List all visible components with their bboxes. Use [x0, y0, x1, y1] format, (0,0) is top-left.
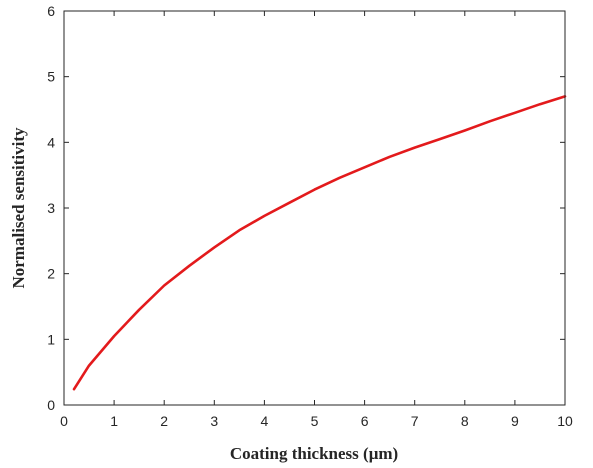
- y-tick-label: 5: [47, 69, 55, 85]
- y-tick-label: 0: [47, 397, 55, 413]
- series-layer: [72, 95, 567, 391]
- x-tick-label: 10: [557, 413, 573, 429]
- y-axis-ticks: 0 1 2 3 4 5 6: [47, 3, 565, 413]
- y-tick-label: 1: [47, 331, 55, 347]
- y-tick-label: 2: [47, 266, 55, 282]
- x-tick-label: 0: [60, 413, 68, 429]
- y-tick-label: 4: [47, 134, 55, 150]
- y-tick-label: 3: [47, 200, 55, 216]
- y-tick-label: 6: [47, 3, 55, 19]
- x-tick-label: 6: [361, 413, 369, 429]
- x-tick-label: 7: [411, 413, 419, 429]
- x-tick-label: 1: [110, 413, 118, 429]
- plot-area: [64, 11, 565, 405]
- x-tick-label: 2: [160, 413, 168, 429]
- x-axis-title: Coating thickness (μm): [230, 444, 398, 463]
- x-tick-label: 9: [511, 413, 519, 429]
- x-axis-ticks: 0 1 2 3 4 5 6 7 8 9 10: [60, 11, 573, 429]
- series-line-1: [72, 95, 567, 391]
- x-tick-label: 8: [461, 413, 469, 429]
- y-axis-title: Normalised sensitivity: [9, 127, 28, 289]
- x-tick-label: 4: [261, 413, 269, 429]
- x-tick-label: 3: [210, 413, 218, 429]
- x-tick-label: 5: [311, 413, 319, 429]
